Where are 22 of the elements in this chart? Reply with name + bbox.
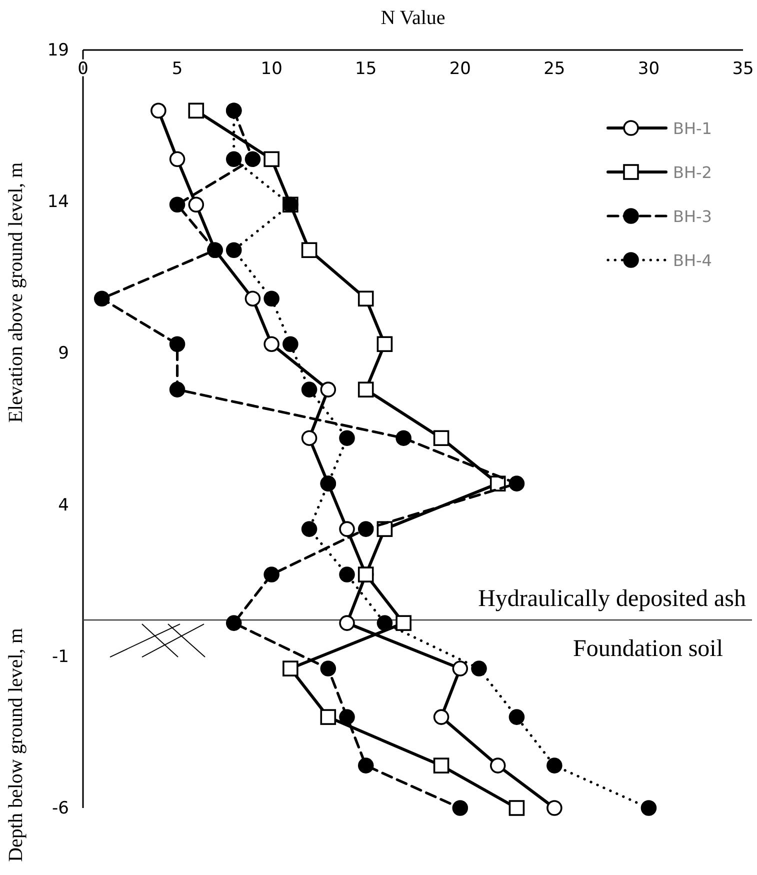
x-tick-label: 15	[355, 59, 377, 80]
x-tick-label: 30	[638, 59, 660, 80]
x-tick-label: 20	[449, 59, 471, 80]
x-tick-label: 10	[260, 59, 282, 80]
y-tick-label: 19	[47, 40, 69, 60]
x-tick-label: 35	[732, 59, 754, 80]
legend-label: BH-2	[673, 163, 712, 182]
y-tick-label: 14	[47, 192, 69, 212]
legend-label: BH-4	[673, 251, 712, 270]
y-axis-title: Elevation above ground level, m	[5, 162, 27, 423]
y-tick-label: -1	[52, 646, 69, 667]
annotation: Hydraulically deposited ash	[478, 586, 746, 612]
y-tick-label: 4	[58, 495, 69, 516]
annotation: Foundation soil	[572, 636, 724, 662]
x-tick-label: 25	[544, 59, 566, 80]
legend-label: BH-1	[673, 119, 712, 138]
y-tick-label: -6	[52, 798, 69, 818]
y-tick-label: 9	[58, 344, 69, 364]
x-tick-label: 5	[172, 59, 183, 80]
legend-label: BH-3	[673, 207, 712, 226]
chart-title: N Value	[380, 7, 446, 29]
text: Depth below ground level, m	[5, 628, 27, 862]
